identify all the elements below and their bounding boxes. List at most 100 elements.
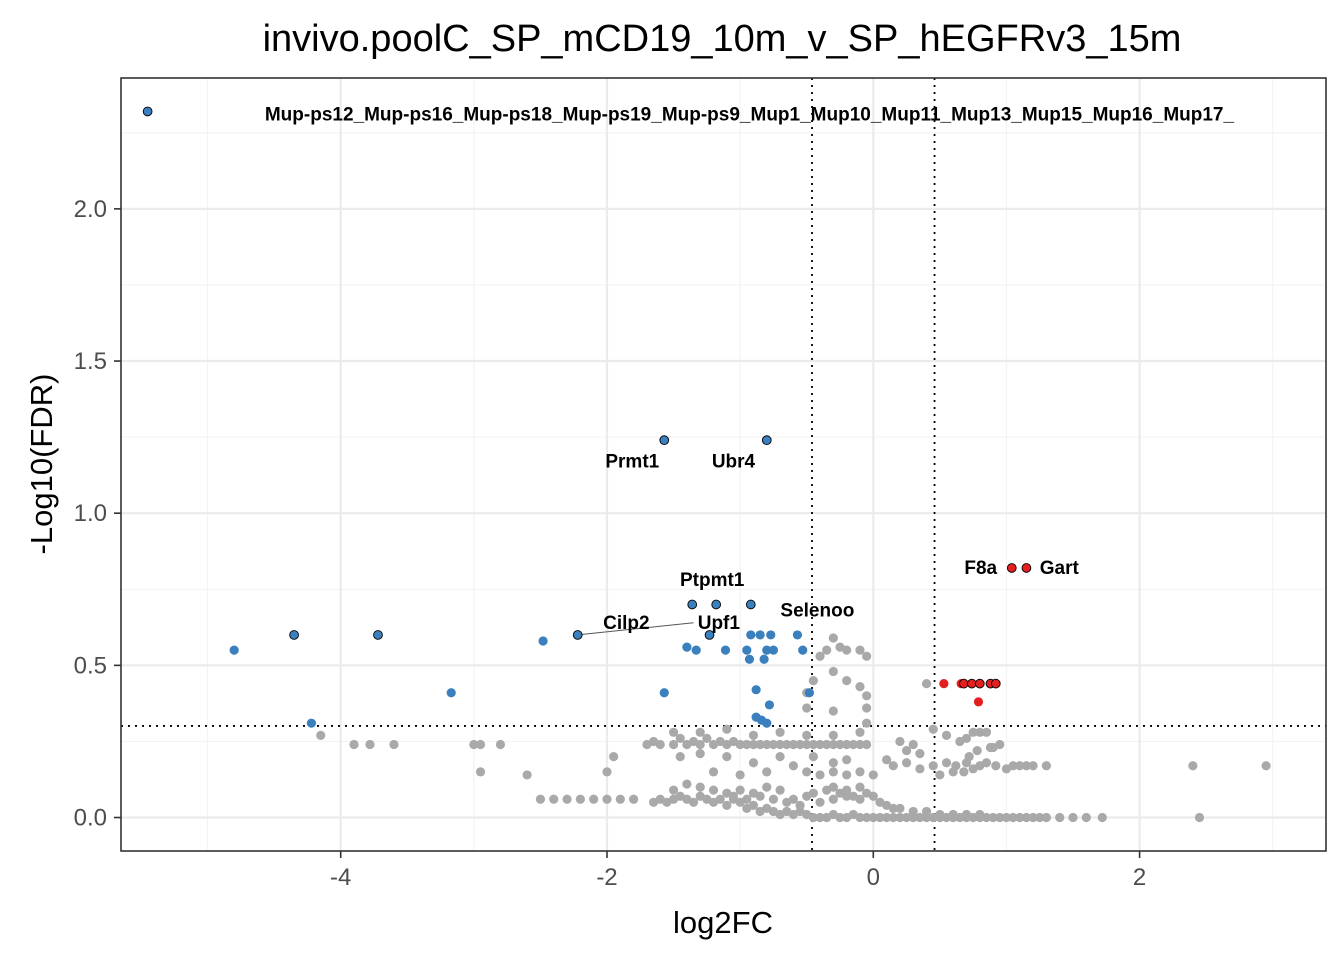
point-down bbox=[229, 645, 239, 655]
point-ns bbox=[1097, 812, 1107, 823]
point-ns bbox=[828, 782, 838, 792]
point-ns bbox=[981, 758, 992, 768]
y-tick-label: 1.0 bbox=[74, 500, 107, 527]
gene-label: Mup-ps12_Mup-ps16_Mup-ps18_Mup-ps19_Mup-… bbox=[265, 105, 1235, 126]
gene-label: Prmt1 bbox=[605, 452, 659, 473]
point-ns bbox=[822, 645, 832, 655]
point-ns bbox=[901, 745, 912, 756]
point-down bbox=[659, 435, 670, 446]
point-ns bbox=[762, 739, 772, 750]
point-ns bbox=[915, 749, 925, 759]
point-ns bbox=[735, 739, 745, 750]
point-ns bbox=[928, 761, 938, 771]
point-down bbox=[691, 645, 701, 655]
point-ns bbox=[921, 806, 932, 817]
point-ns bbox=[935, 809, 945, 820]
point-ns bbox=[1068, 812, 1078, 823]
point-ns bbox=[842, 645, 852, 655]
point-ns bbox=[1001, 812, 1012, 823]
point-ns bbox=[988, 812, 998, 823]
point-ns bbox=[835, 739, 845, 750]
point-ns bbox=[495, 739, 506, 750]
point-ns bbox=[862, 703, 872, 713]
point-ns bbox=[802, 730, 812, 740]
point-ns bbox=[901, 758, 912, 768]
point-up bbox=[958, 678, 969, 689]
point-ns bbox=[715, 794, 725, 804]
point-ns bbox=[682, 779, 692, 789]
point-ns bbox=[609, 752, 619, 762]
point-ns bbox=[475, 767, 486, 777]
point-ns bbox=[972, 745, 982, 756]
point-ns bbox=[964, 752, 974, 762]
y-axis-title: -Log10(FDR) bbox=[24, 374, 59, 555]
point-ns bbox=[988, 742, 998, 753]
point-ns bbox=[722, 788, 732, 798]
point-ns bbox=[882, 812, 892, 823]
plot-panel: Mup-ps12_Mup-ps16_Mup-ps18_Mup-ps19_Mup-… bbox=[120, 77, 1327, 852]
point-down bbox=[446, 688, 456, 698]
point-ns bbox=[802, 703, 812, 713]
point-ns bbox=[868, 791, 878, 801]
point-down bbox=[572, 630, 583, 640]
point-ns bbox=[1008, 812, 1018, 823]
point-down bbox=[759, 654, 769, 664]
threshold-lines bbox=[121, 78, 1326, 851]
point-down bbox=[538, 636, 548, 646]
point-ns bbox=[802, 767, 812, 777]
point-down bbox=[768, 645, 779, 655]
point-ns bbox=[915, 812, 925, 823]
point-ns bbox=[828, 706, 838, 716]
point-ns bbox=[842, 755, 852, 765]
y-tick-label: 0.0 bbox=[74, 805, 107, 832]
point-ns bbox=[935, 770, 945, 780]
point-ns bbox=[1194, 812, 1205, 823]
point-ns bbox=[695, 749, 705, 759]
point-ns bbox=[921, 679, 932, 689]
point-ns bbox=[768, 794, 779, 804]
data-points bbox=[142, 106, 1271, 823]
point-ns bbox=[695, 782, 705, 792]
point-ns bbox=[828, 794, 838, 804]
point-down bbox=[792, 630, 802, 640]
point-ns bbox=[775, 752, 785, 762]
point-ns bbox=[815, 651, 825, 661]
point-down bbox=[306, 718, 317, 728]
point-ns bbox=[842, 770, 852, 780]
point-ns bbox=[828, 739, 838, 750]
point-ns bbox=[668, 785, 679, 795]
point-ns bbox=[862, 691, 872, 701]
point-ns bbox=[855, 645, 865, 655]
x-tick-label: 0 bbox=[867, 864, 880, 891]
point-ns bbox=[469, 739, 479, 750]
point-ns bbox=[1028, 761, 1038, 771]
point-ns bbox=[808, 752, 818, 762]
point-up bbox=[974, 678, 985, 689]
point-down bbox=[687, 599, 698, 610]
point-ns bbox=[708, 785, 719, 795]
point-ns bbox=[1261, 761, 1271, 771]
point-ns bbox=[959, 767, 969, 777]
point-ns bbox=[795, 739, 805, 750]
point-ns bbox=[842, 675, 852, 686]
point-ns bbox=[316, 730, 326, 740]
point-ns bbox=[828, 767, 838, 777]
point-ns bbox=[928, 724, 938, 734]
panel-border bbox=[120, 77, 1327, 852]
point-up bbox=[990, 678, 1001, 689]
gene-label: Gart bbox=[1040, 558, 1080, 579]
point-ns bbox=[981, 727, 992, 737]
point-ns bbox=[895, 803, 905, 813]
point-ns bbox=[842, 739, 852, 750]
point-ns bbox=[808, 788, 818, 798]
point-ns bbox=[901, 812, 912, 823]
point-ns bbox=[802, 739, 812, 750]
point-ns bbox=[822, 739, 832, 750]
point-down bbox=[751, 685, 761, 695]
point-ns bbox=[748, 730, 759, 740]
point-ns bbox=[365, 739, 375, 750]
point-down bbox=[289, 630, 299, 640]
point-up bbox=[973, 697, 984, 707]
point-ns bbox=[862, 739, 872, 750]
